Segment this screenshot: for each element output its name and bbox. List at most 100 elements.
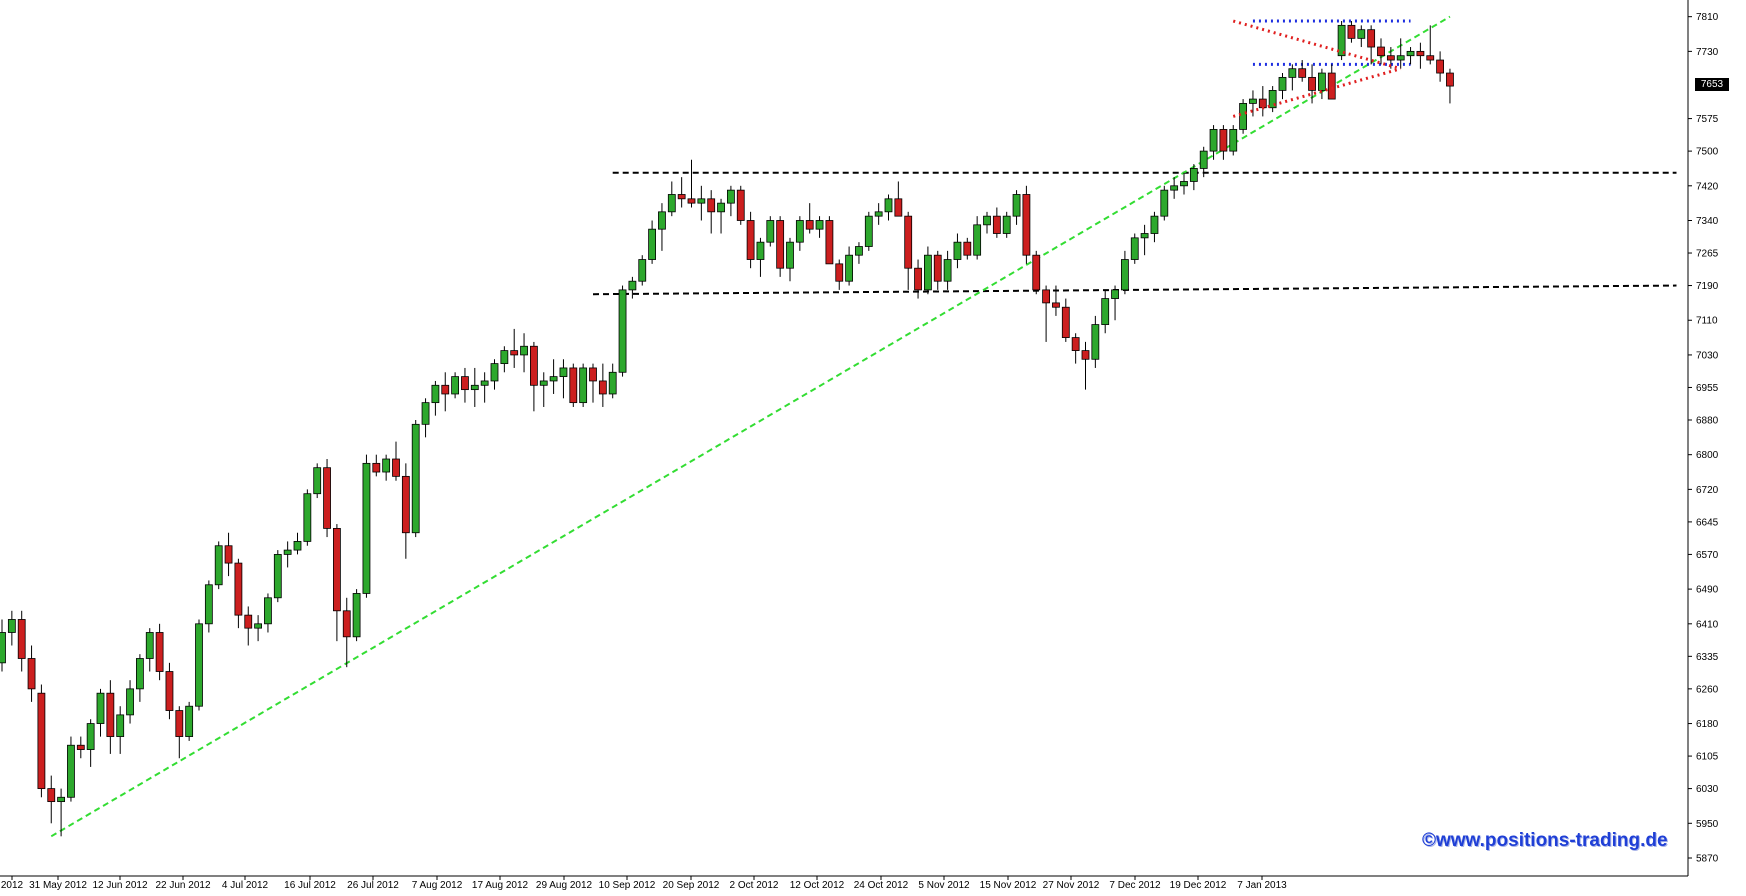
last-price-badge: 7653 (1695, 78, 1729, 92)
x-tick-label: 31 May 2012 (29, 880, 87, 891)
x-tick-label: 26 Jul 2012 (347, 880, 399, 891)
x-tick-label: 15 Nov 2012 (980, 880, 1037, 891)
candle-up (362, 462, 371, 594)
x-tick-label: 7 Dec 2012 (1109, 880, 1161, 891)
y-tick-label: 7500 (1696, 147, 1719, 158)
candle-up (1002, 215, 1011, 234)
candle-down (17, 619, 26, 659)
candle-up (116, 714, 125, 737)
candle-down (914, 267, 922, 291)
candle-up (1357, 29, 1366, 39)
candle-down (1426, 55, 1435, 61)
x-tick-label: 12 Jun 2012 (92, 880, 147, 891)
candle-up (57, 796, 65, 803)
candle-up (480, 380, 489, 386)
candle-up (638, 259, 647, 282)
candle-up (1337, 24, 1346, 57)
x-tick-label: 17 Aug 2012 (472, 880, 529, 891)
candle-down (234, 562, 243, 616)
candle-down (76, 744, 85, 750)
candle-down (677, 194, 686, 200)
candle-up (293, 541, 302, 551)
candle-up (185, 705, 194, 737)
y-tick-label: 7730 (1696, 47, 1719, 58)
candle-up (815, 220, 824, 230)
candle-up (214, 545, 223, 586)
x-tick-label: 24 Oct 2012 (854, 880, 909, 891)
candle-down (687, 198, 696, 204)
candle-up (1150, 215, 1159, 234)
candle-up (254, 623, 263, 629)
candle-up (490, 363, 499, 382)
y-tick-label: 5870 (1696, 853, 1719, 864)
candle-up (756, 241, 765, 260)
candle-down (27, 658, 36, 690)
candle-down (805, 220, 814, 230)
x-tick-label: 29 Aug 2012 (536, 880, 593, 891)
candle-down (155, 632, 164, 672)
candle-down (165, 671, 174, 711)
candle-up (421, 402, 430, 425)
candle-up (845, 254, 853, 282)
candle-up (1091, 324, 1100, 360)
y-tick-label: 6030 (1696, 784, 1719, 795)
candle-down (776, 220, 785, 269)
candle-up (1101, 298, 1110, 325)
x-tick-label: 7 Jan 2013 (1237, 880, 1287, 891)
x-tick-label: 27 Nov 2012 (1043, 880, 1100, 891)
candle-up (520, 345, 528, 356)
triangle-lower-line (1232, 67, 1402, 118)
candle-up (1199, 150, 1208, 169)
candle-up (313, 467, 322, 495)
y-tick-label: 6880 (1696, 415, 1719, 426)
candle-up (855, 246, 863, 256)
candle-up (618, 289, 627, 373)
candle-down (175, 710, 184, 737)
candle-up (352, 593, 361, 638)
y-tick-label: 7265 (1696, 249, 1719, 260)
y-tick-label: 7110 (1696, 316, 1718, 327)
candle-down (963, 241, 972, 256)
candle-down (1298, 68, 1307, 78)
candle-up (273, 554, 282, 599)
candle-up (1012, 194, 1021, 217)
candle-down (589, 367, 597, 382)
candle-down (1071, 337, 1080, 351)
candle-up (145, 632, 154, 659)
candle-up (697, 198, 706, 204)
y-tick-label: 6800 (1696, 450, 1719, 461)
candle-down (342, 610, 351, 638)
candle-up (874, 211, 883, 217)
candle-down (244, 614, 253, 629)
candle-up (470, 384, 479, 391)
x-tick-label: 22 Jun 2012 (155, 880, 210, 891)
candle-down (746, 220, 755, 260)
candle-up (7, 619, 16, 633)
candle-up (1160, 189, 1169, 217)
candles (0, 19, 1454, 837)
candle-up (1170, 185, 1179, 191)
y-tick-label: 6955 (1696, 383, 1719, 394)
y-tick-label: 6105 (1696, 752, 1719, 763)
candle-up (264, 597, 272, 625)
x-tick-label: 20 Sep 2012 (663, 880, 720, 891)
candle-up (1318, 72, 1326, 91)
candle-up (500, 350, 509, 365)
candle-down (372, 462, 381, 473)
candle-down (1022, 194, 1031, 256)
candle-down (569, 367, 578, 404)
candle-down (1377, 46, 1385, 57)
candle-up (204, 584, 213, 625)
candle-down (106, 692, 115, 737)
horizontal-level-2 (592, 284, 1677, 296)
candle-down (510, 350, 519, 356)
candle-up (1406, 50, 1415, 57)
y-tick-label: 7030 (1696, 350, 1719, 361)
x-tick-label: 19 Dec 2012 (1170, 880, 1227, 891)
y-tick-label: 7810 (1696, 12, 1719, 23)
y-tick-label: 7340 (1696, 216, 1719, 227)
candle-down (1436, 59, 1444, 74)
candle-up (1140, 233, 1149, 239)
candle-down (1386, 55, 1395, 61)
candle-up (539, 380, 548, 386)
